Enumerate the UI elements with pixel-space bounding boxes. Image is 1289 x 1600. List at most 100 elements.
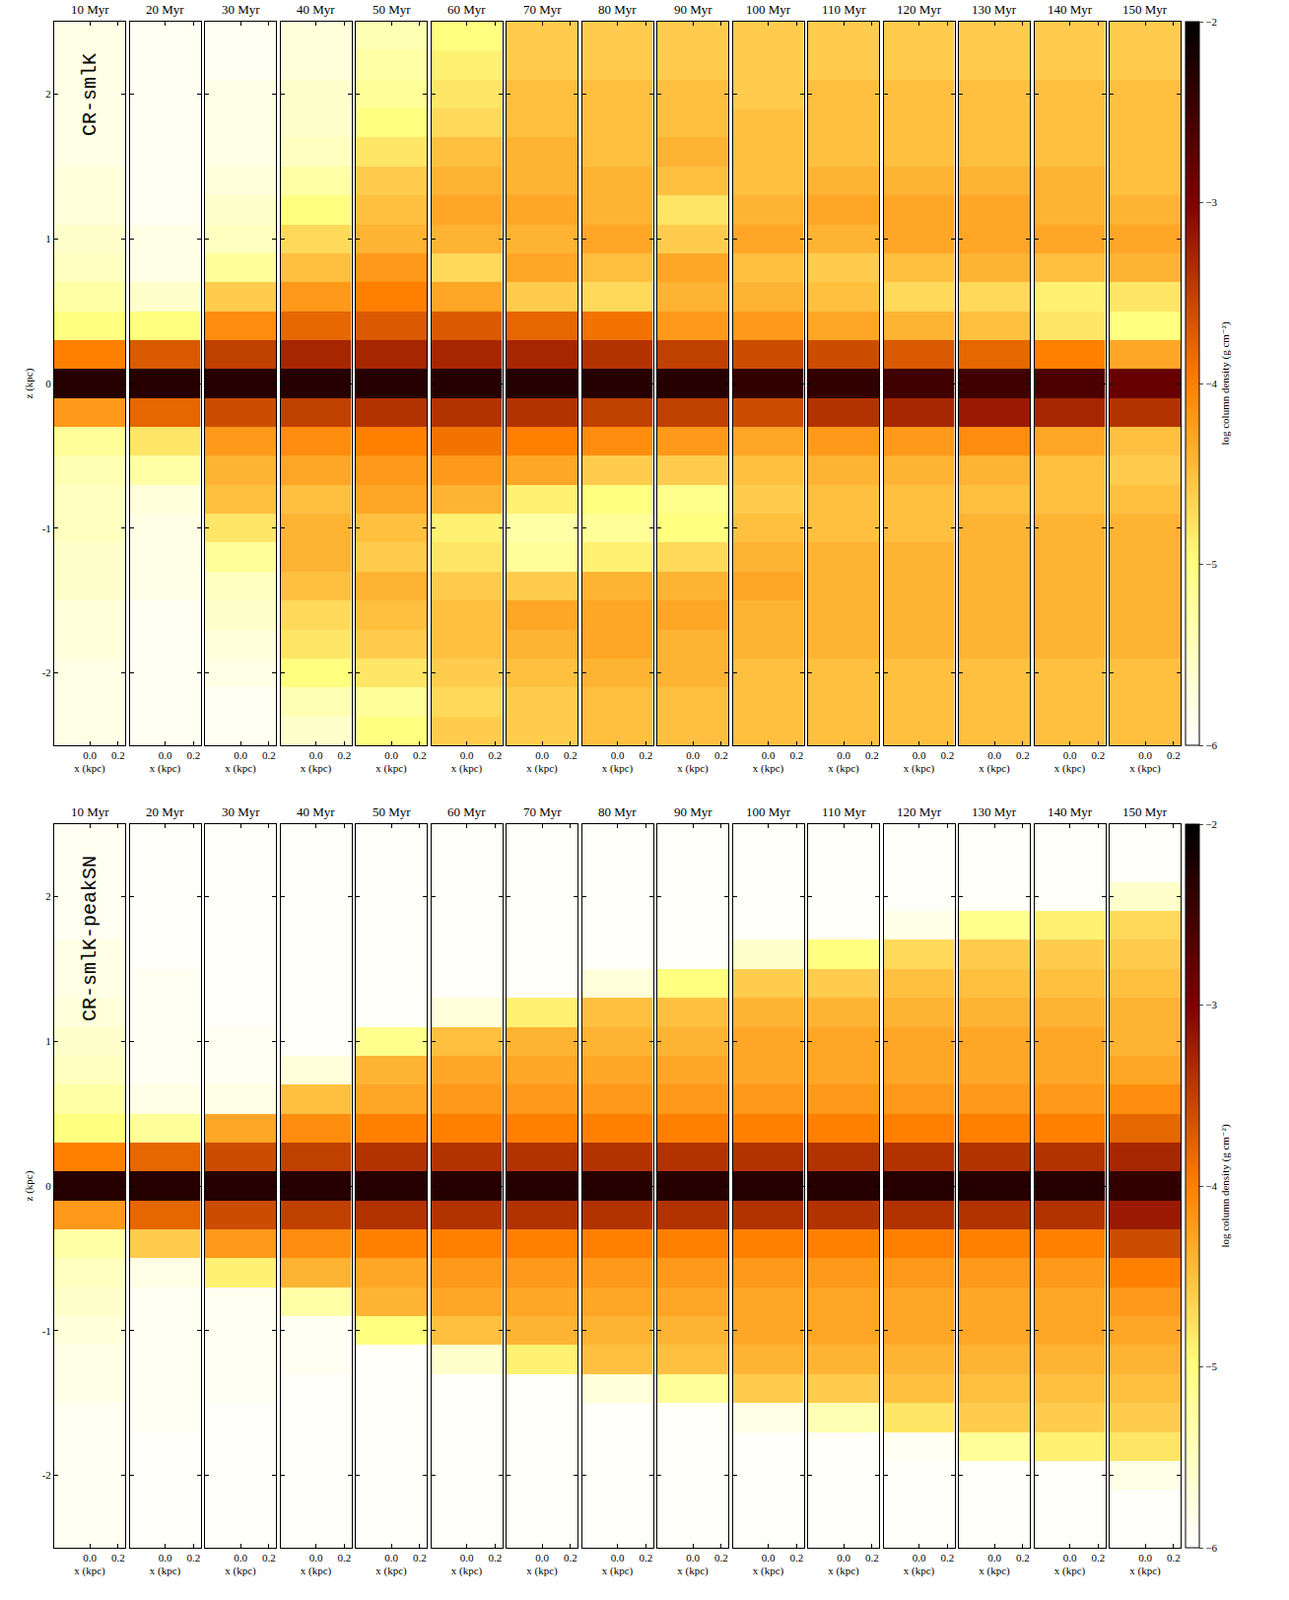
svg-text:0.0: 0.0 [912,748,927,761]
svg-text:z (kpc): z (kpc) [22,1169,36,1201]
svg-text:0.0: 0.0 [460,748,475,761]
svg-text:0.2: 0.2 [940,1551,954,1563]
svg-text:130 Myr: 130 Myr [971,804,1018,819]
svg-text:90 Myr: 90 Myr [674,804,713,819]
svg-text:−6: −6 [1205,739,1218,751]
svg-text:−4: −4 [1205,377,1218,390]
svg-text:−3: −3 [1205,998,1218,1011]
svg-text:20 Myr: 20 Myr [145,1,185,17]
svg-text:70 Myr: 70 Myr [523,1,562,17]
svg-text:−2: −2 [1205,15,1218,28]
svg-text:x (kpc): x (kpc) [978,761,1011,775]
svg-text:0.2: 0.2 [714,1551,729,1563]
svg-text:0.0: 0.0 [309,748,324,761]
svg-text:0.0: 0.0 [987,748,1002,761]
svg-text:0.2: 0.2 [1090,748,1105,761]
svg-text:0.2: 0.2 [1166,1551,1181,1563]
svg-text:log column density (g cm⁻²): log column density (g cm⁻²) [1219,1123,1232,1248]
svg-text:120 Myr: 120 Myr [896,804,943,819]
svg-text:100 Myr: 100 Myr [746,1,792,17]
svg-text:−2: −2 [1205,817,1218,830]
svg-text:−4: −4 [1205,1179,1218,1192]
svg-text:x (kpc): x (kpc) [300,1563,333,1577]
svg-text:100 Myr: 100 Myr [746,804,792,819]
svg-text:0.2: 0.2 [940,748,954,761]
svg-text:0.0: 0.0 [685,1551,700,1563]
svg-text:0.2: 0.2 [1016,748,1030,761]
svg-text:x (kpc): x (kpc) [451,1563,483,1577]
svg-text:x (kpc): x (kpc) [1054,761,1086,775]
svg-text:0.0: 0.0 [761,748,776,761]
svg-text:0.2: 0.2 [638,748,653,761]
svg-text:50 Myr: 50 Myr [372,804,411,819]
svg-text:110 Myr: 110 Myr [821,1,867,17]
svg-text:110 Myr: 110 Myr [821,804,867,819]
svg-text:10 Myr: 10 Myr [70,804,110,819]
svg-text:80 Myr: 80 Myr [598,1,637,17]
svg-text:x (kpc): x (kpc) [827,761,860,775]
svg-text:0.0: 0.0 [535,748,549,761]
svg-text:x (kpc): x (kpc) [602,761,634,775]
svg-text:1: 1 [45,232,52,245]
svg-text:0.0: 0.0 [158,1551,173,1563]
svg-text:90 Myr: 90 Myr [674,1,713,17]
svg-text:0.0: 0.0 [1063,1551,1078,1563]
svg-text:0.2: 0.2 [337,748,351,761]
svg-text:0.2: 0.2 [111,748,126,761]
svg-text:x (kpc): x (kpc) [224,761,257,775]
svg-text:0.2: 0.2 [186,1551,201,1563]
svg-text:0.2: 0.2 [789,1551,804,1563]
svg-text:x (kpc): x (kpc) [526,1563,558,1577]
svg-text:30 Myr: 30 Myr [221,1,261,17]
svg-text:1: 1 [45,1034,52,1047]
svg-text:x (kpc): x (kpc) [677,761,709,775]
svg-text:0.0: 0.0 [384,748,399,761]
svg-text:CR-smlK-peakSN: CR-smlK-peakSN [78,855,102,1021]
svg-text:x (kpc): x (kpc) [300,761,333,775]
svg-text:0.0: 0.0 [836,748,851,761]
svg-text:x (kpc): x (kpc) [526,761,558,775]
svg-text:−5: −5 [1205,557,1218,570]
svg-text:0.2: 0.2 [563,748,578,761]
svg-text:0.2: 0.2 [865,748,880,761]
svg-text:2: 2 [45,87,52,100]
svg-text:−3: −3 [1205,196,1218,208]
svg-text:log column density (g cm⁻²): log column density (g cm⁻²) [1219,321,1232,446]
svg-text:10 Myr: 10 Myr [70,1,110,17]
svg-text:−5: −5 [1205,1359,1218,1372]
svg-text:0.2: 0.2 [412,1551,427,1563]
svg-text:x (kpc): x (kpc) [752,761,785,775]
svg-text:x (kpc): x (kpc) [73,761,106,775]
svg-text:0.2: 0.2 [262,748,276,761]
svg-text:0.2: 0.2 [412,748,427,761]
svg-text:-2: -2 [42,666,52,679]
svg-text:0.2: 0.2 [1090,1551,1105,1563]
svg-text:0.2: 0.2 [487,1551,502,1563]
svg-text:0.2: 0.2 [262,1551,276,1563]
svg-text:0.2: 0.2 [865,1551,880,1563]
svg-text:0.0: 0.0 [610,1551,625,1563]
svg-text:150 Myr: 150 Myr [1122,804,1168,819]
svg-text:0.0: 0.0 [82,1551,97,1563]
svg-text:x (kpc): x (kpc) [375,761,408,775]
svg-text:0.2: 0.2 [563,1551,578,1563]
svg-text:0.0: 0.0 [384,1551,399,1563]
svg-text:40 Myr: 40 Myr [296,1,336,17]
svg-text:0.0: 0.0 [1063,748,1078,761]
svg-text:0.0: 0.0 [1138,1551,1153,1563]
svg-text:0.2: 0.2 [1016,1551,1030,1563]
svg-text:0.0: 0.0 [460,1551,475,1563]
svg-text:50 Myr: 50 Myr [372,1,411,17]
svg-text:x (kpc): x (kpc) [827,1563,860,1577]
svg-text:x (kpc): x (kpc) [149,761,182,775]
svg-text:0.2: 0.2 [789,748,804,761]
svg-text:-2: -2 [42,1468,52,1481]
svg-text:0: 0 [45,1179,52,1192]
svg-text:0.2: 0.2 [487,748,502,761]
svg-text:120 Myr: 120 Myr [896,1,943,17]
svg-text:20 Myr: 20 Myr [145,804,185,819]
svg-text:−6: −6 [1205,1541,1218,1554]
svg-text:0.0: 0.0 [158,748,173,761]
svg-text:0.2: 0.2 [1166,748,1181,761]
svg-text:130 Myr: 130 Myr [971,1,1018,17]
